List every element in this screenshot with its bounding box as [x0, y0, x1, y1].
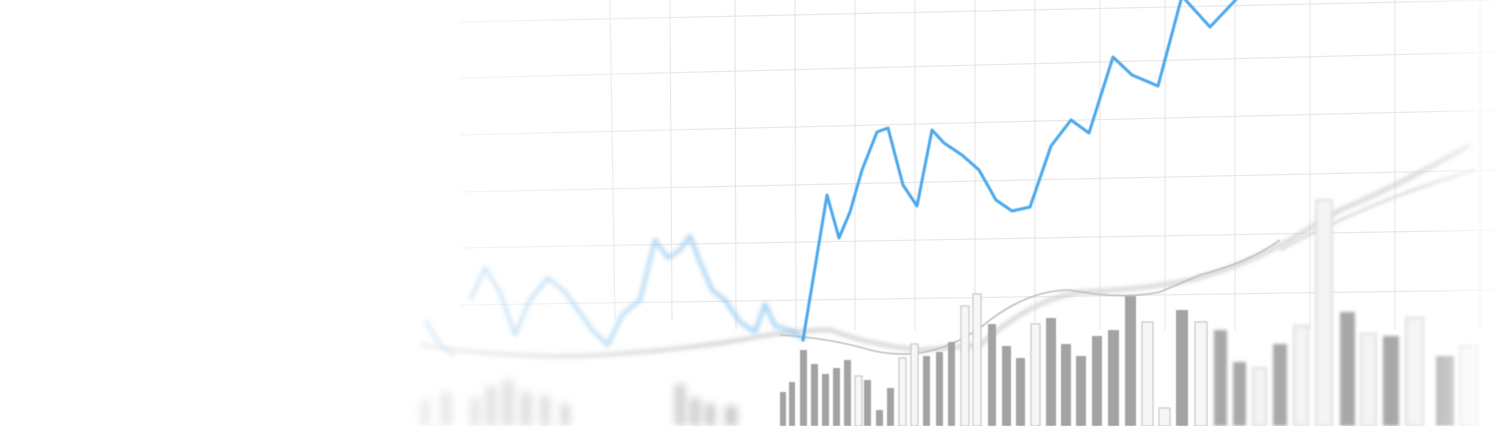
volume-bars: [780, 293, 1208, 426]
blurred-volume-bars: [420, 380, 737, 426]
price-line: [801, 0, 1238, 342]
dark-volume-bars: [780, 296, 1188, 426]
average-line-2: [779, 239, 1281, 355]
grid-lines: [459, 0, 1500, 331]
average-line-3: [1279, 168, 1476, 252]
light-volume-bars: [854, 293, 1208, 426]
average-line-1: [419, 143, 1471, 359]
grid-horizontal-lines: [459, 0, 1500, 306]
